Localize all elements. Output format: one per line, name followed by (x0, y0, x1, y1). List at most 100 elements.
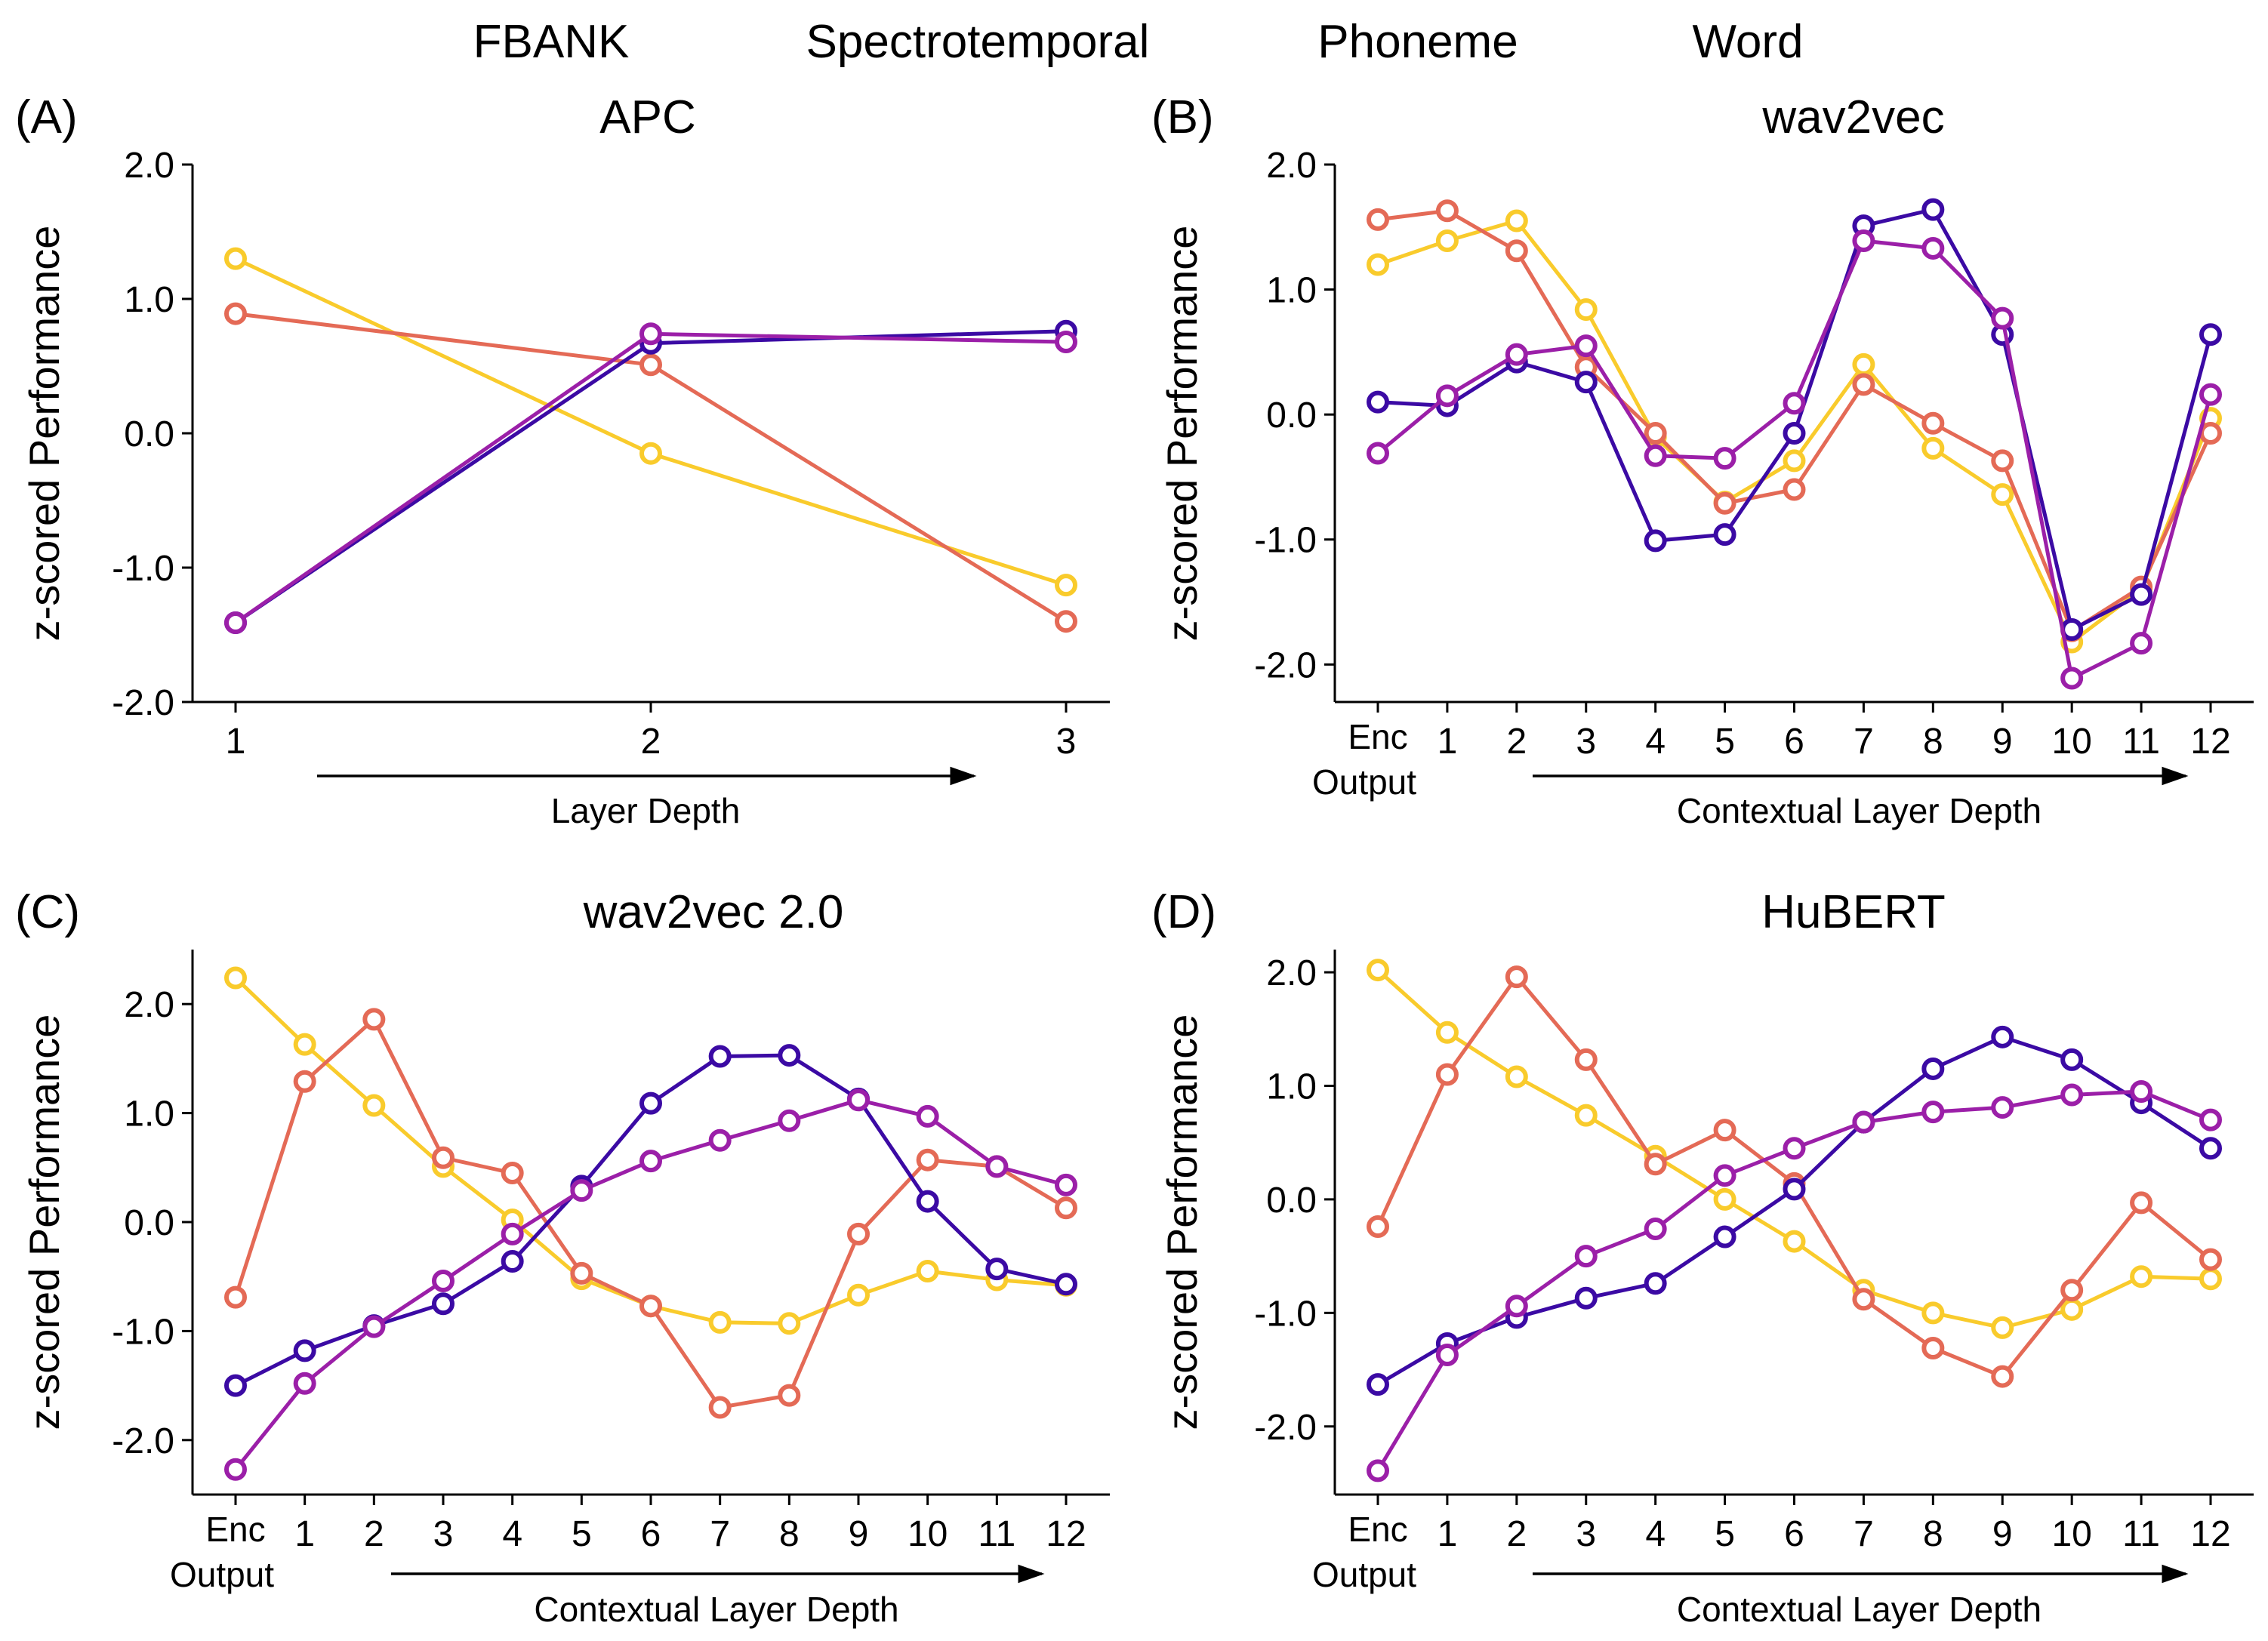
data-point-phoneme (224, 611, 247, 634)
x-tick-label: 4 (1645, 722, 1666, 762)
data-point-phoneme (2130, 632, 2153, 655)
data-point-phoneme (362, 1315, 386, 1338)
data-point-spectrotemporal (224, 1285, 247, 1309)
y-axis-label: z-scored Performance (1158, 1014, 1206, 1430)
data-point-spectrotemporal (847, 1222, 870, 1245)
data-point-fbank (1783, 1230, 1806, 1253)
y-tick-label: 1.0 (124, 280, 174, 320)
panel-label: (D) (1151, 886, 1216, 938)
y-tick-label: 2.0 (124, 985, 174, 1025)
data-point-fbank (1713, 1187, 1736, 1211)
data-point-fbank (1367, 959, 1389, 982)
data-point-fbank (2130, 1265, 2153, 1288)
series-spectrotemporal (1367, 199, 2222, 642)
x-tick-label: 10 (2051, 1514, 2091, 1554)
data-point-spectrotemporal (1055, 610, 1077, 633)
data-point-spectrotemporal (916, 1148, 939, 1171)
series-fbank (1367, 959, 2222, 1339)
y-tick-label: 0.0 (124, 1203, 174, 1243)
x-tick-label: Output (170, 1555, 274, 1594)
data-point-word (916, 1190, 939, 1213)
x-axis-label: Layer Depth (551, 791, 741, 830)
x-tick-label: 2 (364, 1514, 384, 1554)
y-tick-label: -1.0 (1254, 1294, 1317, 1334)
data-point-spectrotemporal (1505, 239, 1528, 263)
x-tick-label: 2 (1506, 1514, 1527, 1554)
data-point-phoneme (2130, 1080, 2153, 1104)
data-point-word (293, 1339, 316, 1362)
data-point-phoneme (1783, 1137, 1806, 1160)
x-tick-label: 1 (294, 1514, 315, 1554)
series-line-word (1376, 1035, 2212, 1387)
data-point-phoneme (1852, 1110, 1875, 1134)
data-point-phoneme (2199, 1108, 2222, 1131)
data-point-fbank (1505, 209, 1528, 232)
y-tick-label: 2.0 (1266, 146, 1317, 186)
data-point-word (2060, 1048, 2084, 1071)
panel-title: APC (599, 91, 695, 143)
x-tick-label: 2 (1506, 722, 1527, 762)
data-point-word (1783, 422, 1806, 445)
x-tick-label: 11 (978, 1514, 1015, 1554)
x-tick-label: 7 (1854, 722, 1874, 762)
data-point-phoneme (2060, 1083, 2084, 1107)
series-phoneme (1367, 1080, 2222, 1482)
data-point-spectrotemporal (1991, 1365, 2014, 1388)
data-point-spectrotemporal (1921, 1336, 1945, 1359)
x-tick-label: 6 (641, 1514, 661, 1554)
y-tick-label: 0.0 (1266, 396, 1317, 436)
data-point-phoneme (1574, 1245, 1598, 1268)
data-point-phoneme (1644, 1218, 1667, 1241)
x-tick-label: 11 (2122, 1514, 2160, 1554)
data-point-phoneme (1055, 330, 1077, 353)
data-point-fbank (293, 1033, 316, 1056)
y-tick-label: 0.0 (1266, 1181, 1317, 1221)
series-phoneme (224, 322, 1077, 634)
data-point-spectrotemporal (1435, 1063, 1459, 1086)
data-point-word (1991, 1025, 2014, 1048)
data-point-phoneme (1713, 1164, 1736, 1187)
data-point-word (1055, 1273, 1077, 1296)
data-point-fbank (2060, 1298, 2084, 1321)
x-tick-label: 9 (1992, 1514, 2013, 1554)
x-tick-label: 1 (1438, 722, 1458, 762)
data-point-spectrotemporal (432, 1146, 455, 1169)
legend-item-word: Word (1692, 16, 1803, 68)
data-point-spectrotemporal (1435, 199, 1459, 223)
data-point-word (1644, 1272, 1667, 1295)
data-point-word (1367, 390, 1389, 414)
data-point-fbank (916, 1259, 939, 1282)
series-word (1367, 198, 2222, 641)
x-tick-label: 9 (1992, 722, 2013, 762)
data-point-phoneme (501, 1222, 524, 1245)
data-point-spectrotemporal (501, 1162, 524, 1185)
data-point-spectrotemporal (362, 1008, 386, 1031)
data-point-spectrotemporal (224, 302, 247, 325)
data-point-fbank (1852, 353, 1875, 376)
data-point-spectrotemporal (639, 353, 662, 377)
x-tick-label: Enc (1348, 1510, 1407, 1549)
data-point-phoneme (2199, 383, 2222, 406)
data-point-phoneme (1367, 1459, 1389, 1482)
data-point-phoneme (1644, 444, 1667, 467)
data-point-fbank (1505, 1065, 1528, 1088)
x-tick-label: 5 (1715, 722, 1735, 762)
y-tick-label: 1.0 (124, 1095, 174, 1135)
series-spectrotemporal (224, 1008, 1077, 1419)
data-point-phoneme (1991, 306, 2014, 330)
legend-item-fbank: FBANK (473, 16, 630, 68)
data-point-phoneme (778, 1109, 801, 1132)
y-tick-label: 2.0 (124, 146, 174, 186)
data-point-phoneme (432, 1269, 455, 1292)
data-point-spectrotemporal (1991, 449, 2014, 473)
data-point-phoneme (1783, 392, 1806, 415)
data-point-spectrotemporal (1852, 1288, 1875, 1311)
x-tick-label: 6 (1784, 1514, 1804, 1554)
data-point-phoneme (1713, 447, 1736, 470)
y-tick-label: 1.0 (1266, 1067, 1317, 1107)
panel-label: (C) (15, 886, 80, 938)
data-point-phoneme (293, 1372, 316, 1395)
